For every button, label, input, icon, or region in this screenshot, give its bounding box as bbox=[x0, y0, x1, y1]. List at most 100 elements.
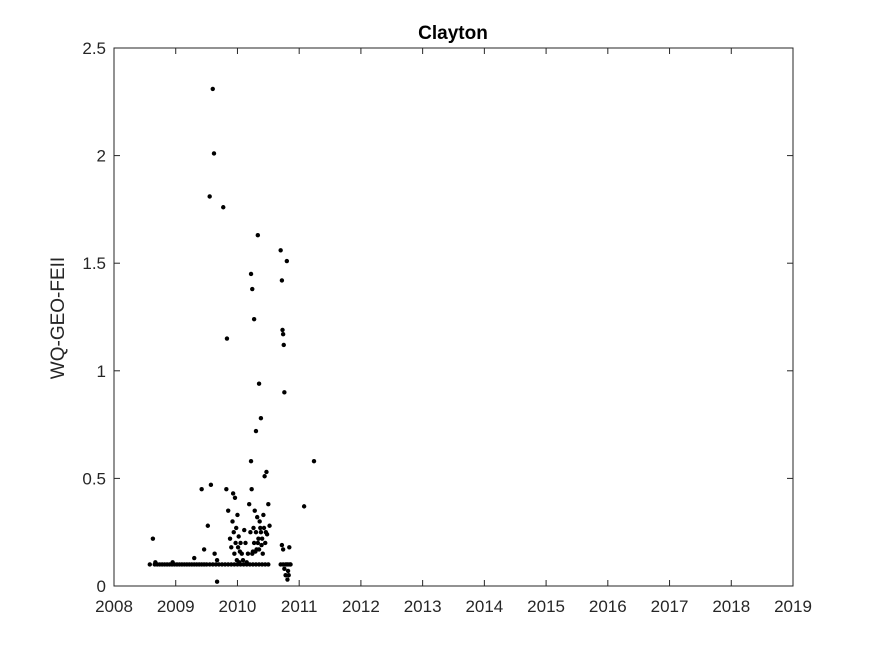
data-point bbox=[256, 562, 262, 567]
data-point bbox=[150, 536, 156, 541]
data-point bbox=[255, 514, 260, 520]
x-tick-label: 2015 bbox=[527, 597, 565, 616]
data-point bbox=[263, 540, 268, 546]
x-tick-label: 2018 bbox=[712, 597, 750, 616]
data-point bbox=[261, 525, 267, 531]
data-point bbox=[255, 540, 261, 546]
data-point bbox=[284, 562, 290, 567]
data-point bbox=[285, 577, 290, 582]
data-point bbox=[229, 545, 234, 550]
data-point bbox=[278, 248, 283, 253]
data-point bbox=[244, 560, 249, 565]
y-tick-label: 1 bbox=[97, 362, 106, 381]
data-point bbox=[232, 562, 237, 567]
data-point bbox=[264, 532, 270, 537]
data-point bbox=[236, 534, 241, 539]
data-point bbox=[207, 562, 212, 567]
data-point bbox=[199, 486, 204, 492]
data-point bbox=[221, 205, 226, 210]
data-point bbox=[232, 495, 238, 500]
data-point bbox=[282, 390, 287, 395]
data-point bbox=[225, 508, 231, 513]
data-point bbox=[258, 530, 264, 535]
data-point bbox=[279, 542, 285, 548]
y-tick-label: 2.5 bbox=[82, 39, 106, 58]
data-point bbox=[252, 508, 257, 513]
data-point bbox=[214, 579, 220, 584]
data-points bbox=[147, 86, 317, 584]
data-point bbox=[287, 545, 292, 550]
data-point bbox=[192, 555, 197, 561]
y-tick-label: 0.5 bbox=[82, 469, 106, 488]
y-tick-label: 1.5 bbox=[82, 254, 106, 273]
data-point bbox=[235, 512, 240, 518]
data-point bbox=[227, 536, 233, 541]
data-point bbox=[258, 525, 263, 531]
data-point bbox=[238, 540, 243, 546]
data-point bbox=[301, 504, 307, 509]
data-point bbox=[237, 560, 242, 565]
data-point bbox=[229, 562, 234, 567]
data-point bbox=[224, 486, 229, 492]
data-point bbox=[285, 568, 291, 574]
chart-title: Clayton bbox=[418, 23, 488, 44]
data-point bbox=[216, 562, 222, 567]
data-point bbox=[279, 278, 285, 283]
x-axis: 2008 2009 2010 2011 2012 2013 2014 2015 2016 2017… bbox=[95, 48, 812, 616]
data-point bbox=[219, 562, 225, 567]
data-point bbox=[256, 381, 262, 386]
data-point bbox=[248, 530, 253, 535]
data-point bbox=[262, 474, 267, 479]
data-point bbox=[251, 540, 257, 546]
data-point bbox=[208, 482, 214, 488]
data-point bbox=[280, 332, 286, 337]
data-point bbox=[205, 523, 211, 528]
data-point bbox=[284, 258, 290, 264]
data-point bbox=[233, 540, 238, 546]
data-point bbox=[267, 523, 272, 528]
data-point bbox=[250, 286, 255, 292]
data-point bbox=[311, 458, 317, 464]
data-point bbox=[170, 560, 175, 565]
data-point bbox=[225, 562, 231, 567]
data-point bbox=[264, 469, 269, 475]
data-point bbox=[259, 536, 265, 541]
data-point bbox=[253, 428, 259, 434]
data-point bbox=[241, 562, 246, 567]
data-point bbox=[153, 560, 158, 565]
data-point bbox=[232, 551, 237, 556]
x-tick-label: 2014 bbox=[465, 597, 503, 616]
y-axis: 0 0.5 1 1.5 2 2.5 bbox=[82, 39, 793, 596]
data-point bbox=[287, 562, 293, 567]
data-point bbox=[242, 527, 247, 533]
x-tick-label: 2008 bbox=[95, 597, 133, 616]
data-point bbox=[266, 502, 271, 507]
data-point bbox=[280, 547, 286, 552]
data-point bbox=[204, 562, 209, 567]
data-point bbox=[253, 562, 259, 567]
data-point bbox=[210, 86, 215, 92]
data-point bbox=[259, 562, 265, 567]
data-point bbox=[256, 536, 261, 541]
data-point bbox=[213, 562, 219, 567]
data-point bbox=[260, 551, 265, 556]
data-point bbox=[231, 530, 236, 535]
data-point bbox=[201, 547, 207, 552]
data-point bbox=[247, 562, 252, 567]
data-point bbox=[230, 519, 235, 524]
data-point bbox=[224, 336, 230, 341]
x-tick-label: 2011 bbox=[281, 597, 318, 616]
data-point bbox=[250, 562, 256, 567]
data-point bbox=[211, 151, 217, 156]
data-point bbox=[251, 316, 257, 322]
data-point bbox=[234, 525, 239, 531]
data-point bbox=[261, 512, 266, 518]
y-tick-label: 2 bbox=[97, 147, 106, 166]
data-point bbox=[207, 194, 212, 199]
data-point bbox=[286, 573, 291, 578]
x-tick-label: 2009 bbox=[157, 597, 195, 616]
data-point bbox=[266, 562, 271, 567]
data-point bbox=[249, 486, 254, 492]
data-point bbox=[239, 551, 244, 556]
